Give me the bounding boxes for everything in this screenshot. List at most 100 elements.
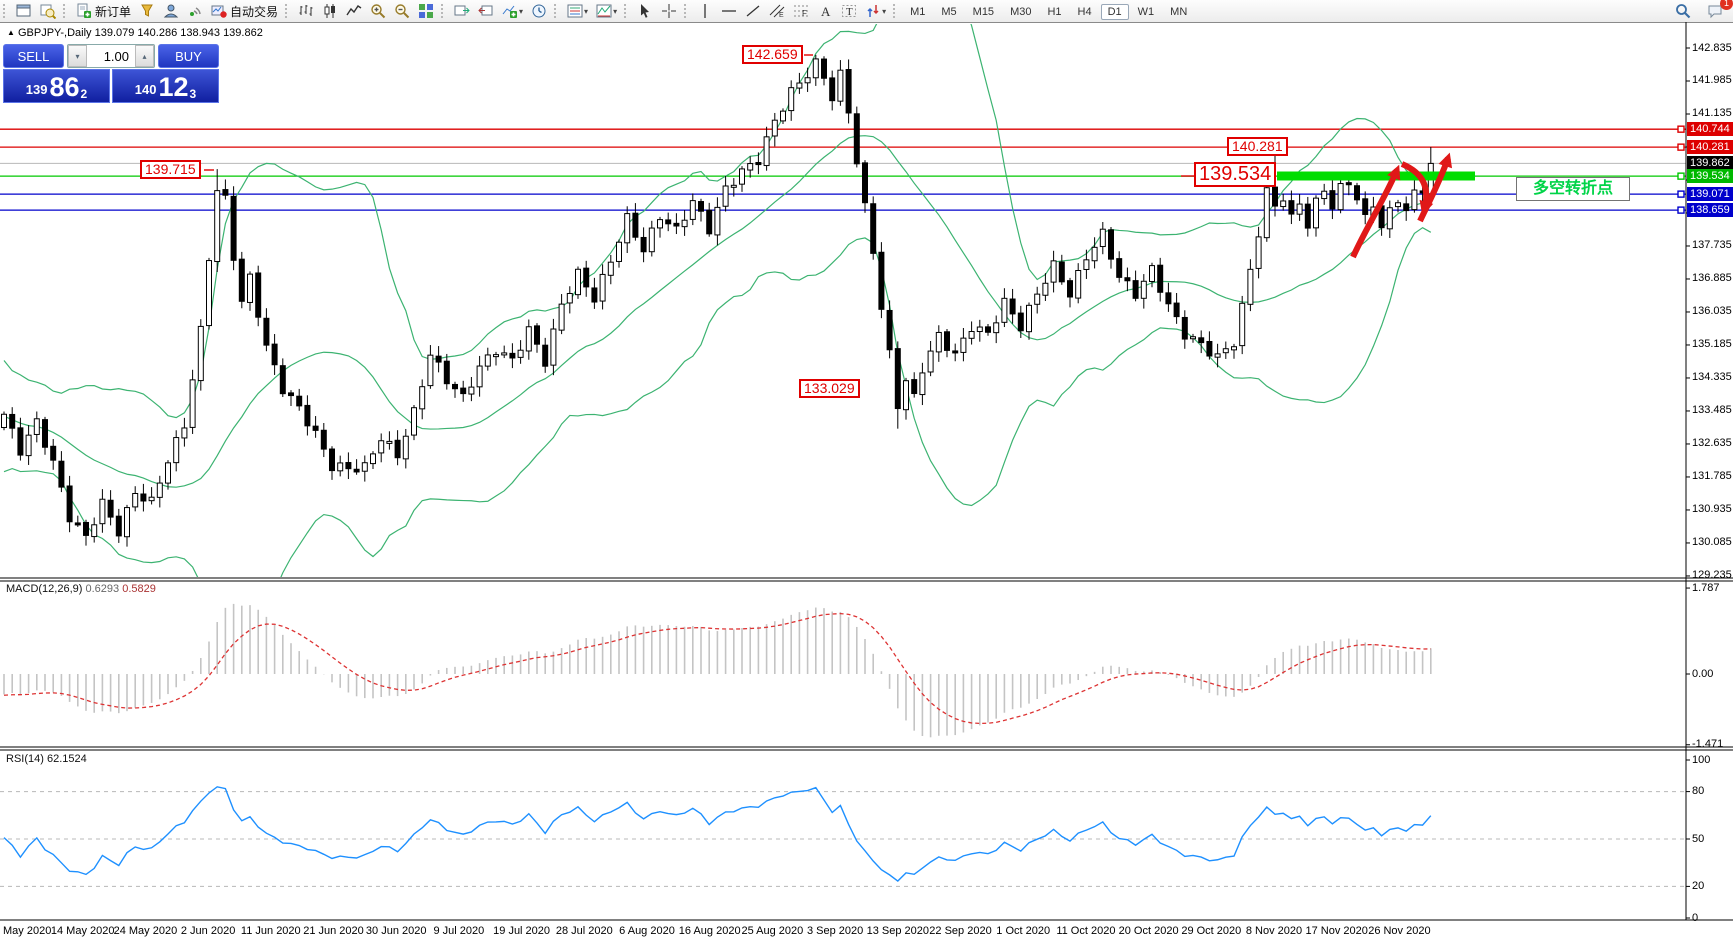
- line-chart-icon[interactable]: [342, 0, 366, 22]
- autotrading-button[interactable]: 自动交易: [207, 0, 282, 22]
- text-label-tool[interactable]: T: [837, 0, 861, 22]
- zoom-out-icon[interactable]: [390, 0, 414, 22]
- macd-scale-tick: 1.787: [1692, 581, 1720, 594]
- date-label: 24 May 2020: [113, 925, 178, 937]
- template-button[interactable]: ▾: [592, 0, 621, 22]
- timeframe-m1[interactable]: M1: [910, 6, 926, 18]
- fibonacci-tool[interactable]: F: [789, 0, 813, 22]
- expand-triangle-icon[interactable]: ▲: [7, 28, 15, 37]
- cursor-tool[interactable]: [633, 0, 657, 22]
- date-label: 21 Jun 2020: [303, 925, 364, 937]
- date-label: 29 Oct 2020: [1181, 925, 1242, 937]
- timeframe-mn[interactable]: MN: [1170, 6, 1188, 18]
- toolbar-grip[interactable]: [624, 4, 630, 18]
- candlestick-chart-icon[interactable]: [318, 0, 342, 22]
- price-level-badge: 140.744: [1687, 122, 1733, 137]
- chart-window-icon[interactable]: [12, 0, 36, 22]
- date-label: 25 Aug 2020: [741, 925, 804, 937]
- new-order-button[interactable]: 新订单: [72, 0, 135, 22]
- rsi-scale-tick: 50: [1692, 832, 1705, 845]
- timeframe-h1[interactable]: H1: [1047, 6, 1062, 18]
- text-tool[interactable]: A: [813, 0, 837, 22]
- price-tick: 141.135: [1692, 107, 1732, 120]
- buy-price-sup: 3: [189, 87, 197, 101]
- svg-text:F: F: [802, 9, 807, 18]
- one-click-trading-panel: SELL ▾ ▴ BUY 139 86 2 140 12 3: [3, 44, 219, 104]
- add-indicator-button[interactable]: ▾: [498, 0, 527, 22]
- metaeditor-icon[interactable]: [135, 0, 159, 22]
- date-label: 11 Jun 2020: [240, 925, 301, 937]
- toolbar-grip[interactable]: [63, 4, 69, 18]
- toolbar-grip[interactable]: [684, 4, 690, 18]
- sell-price[interactable]: 139 86 2: [3, 69, 110, 103]
- price-tick: 137.735: [1692, 239, 1732, 252]
- timeframe-m30[interactable]: M30: [1010, 6, 1032, 18]
- notifications-icon[interactable]: 1: [1703, 0, 1733, 22]
- community-icon[interactable]: [159, 0, 183, 22]
- rsi-scale-tick: 100: [1692, 753, 1711, 766]
- price-tick: 132.635: [1692, 437, 1732, 450]
- bar-chart-icon[interactable]: [294, 0, 318, 22]
- toolbar-grip[interactable]: [893, 4, 899, 18]
- sell-price-prefix: 139: [25, 82, 48, 97]
- vertical-line-tool[interactable]: [693, 0, 717, 22]
- price-callout[interactable]: 139.715: [140, 160, 201, 179]
- timeframe-bar: M1 M5 M15 M30 H1 H4 D1 W1 MN: [902, 4, 1195, 20]
- volume-input[interactable]: [87, 45, 135, 67]
- price-callout[interactable]: 139.534: [1194, 162, 1277, 187]
- period-clock-icon[interactable]: [527, 0, 551, 22]
- volume-up-button[interactable]: ▴: [135, 45, 154, 67]
- buy-price[interactable]: 140 12 3: [112, 69, 219, 103]
- buy-button[interactable]: BUY: [158, 44, 219, 68]
- tile-windows-icon[interactable]: [414, 0, 438, 22]
- auto-scroll-icon[interactable]: [450, 0, 474, 22]
- indicator-list-button[interactable]: ▾: [563, 0, 592, 22]
- timeframe-d1[interactable]: D1: [1100, 4, 1129, 20]
- svg-text:T: T: [846, 6, 853, 18]
- chart-ohlc: 139.079 140.286 138.943 139.862: [94, 27, 263, 39]
- turning-point-annotation[interactable]: 多空转折点: [1516, 177, 1630, 201]
- price-level-badge: 139.071: [1687, 187, 1733, 202]
- chart-shift-icon[interactable]: [474, 0, 498, 22]
- toolbar-grip[interactable]: [554, 4, 560, 18]
- signals-icon[interactable]: [183, 0, 207, 22]
- trend-arrow-annotation[interactable]: [1350, 164, 1401, 259]
- arrows-tool[interactable]: ▾: [861, 0, 890, 22]
- chart-title: ▲ GBPJPY-,Daily 139.079 140.286 138.943 …: [7, 27, 263, 39]
- date-label: 6 Aug 2020: [619, 925, 675, 937]
- horizontal-line-tool[interactable]: [717, 0, 741, 22]
- timeframe-m5[interactable]: M5: [941, 6, 957, 18]
- toolbar-grip[interactable]: [441, 4, 447, 18]
- price-callout[interactable]: 133.029: [799, 379, 860, 398]
- macd-scale-tick: -1.471: [1692, 738, 1724, 751]
- timeframe-m15[interactable]: M15: [972, 6, 995, 18]
- date-label: 13 Sep 2020: [866, 925, 929, 937]
- channel-tool[interactable]: E: [765, 0, 789, 22]
- timeframe-w1[interactable]: W1: [1137, 6, 1155, 18]
- svg-text:A: A: [821, 4, 831, 19]
- macd-label: MACD(12,26,9) 0.6293 0.5829: [6, 583, 156, 595]
- price-tick: 142.835: [1692, 41, 1732, 54]
- trend-arrow-annotation[interactable]: [1417, 152, 1453, 223]
- price-tick: 135.185: [1692, 338, 1732, 351]
- crosshair-tool[interactable]: [657, 0, 681, 22]
- price-tick: 141.985: [1692, 74, 1732, 87]
- profile-icon[interactable]: [36, 0, 60, 22]
- volume-down-button[interactable]: ▾: [68, 45, 87, 67]
- buy-price-prefix: 140: [134, 82, 157, 97]
- timeframe-h4[interactable]: H4: [1077, 6, 1092, 18]
- search-icon[interactable]: [1671, 0, 1695, 22]
- rsi-scale-tick: 0: [1692, 911, 1699, 924]
- date-label: 28 Jul 2020: [555, 925, 613, 937]
- toolbar-grip[interactable]: [285, 4, 291, 18]
- price-callout[interactable]: 140.281: [1227, 137, 1288, 156]
- toolbar-grip[interactable]: [3, 4, 9, 18]
- sell-button[interactable]: SELL: [3, 44, 64, 68]
- price-callout[interactable]: 142.659: [742, 45, 803, 64]
- date-label: 9 Jul 2020: [433, 925, 485, 937]
- trendline-tool[interactable]: [741, 0, 765, 22]
- price-level-badge: 140.281: [1687, 140, 1733, 155]
- zoom-in-icon[interactable]: [366, 0, 390, 22]
